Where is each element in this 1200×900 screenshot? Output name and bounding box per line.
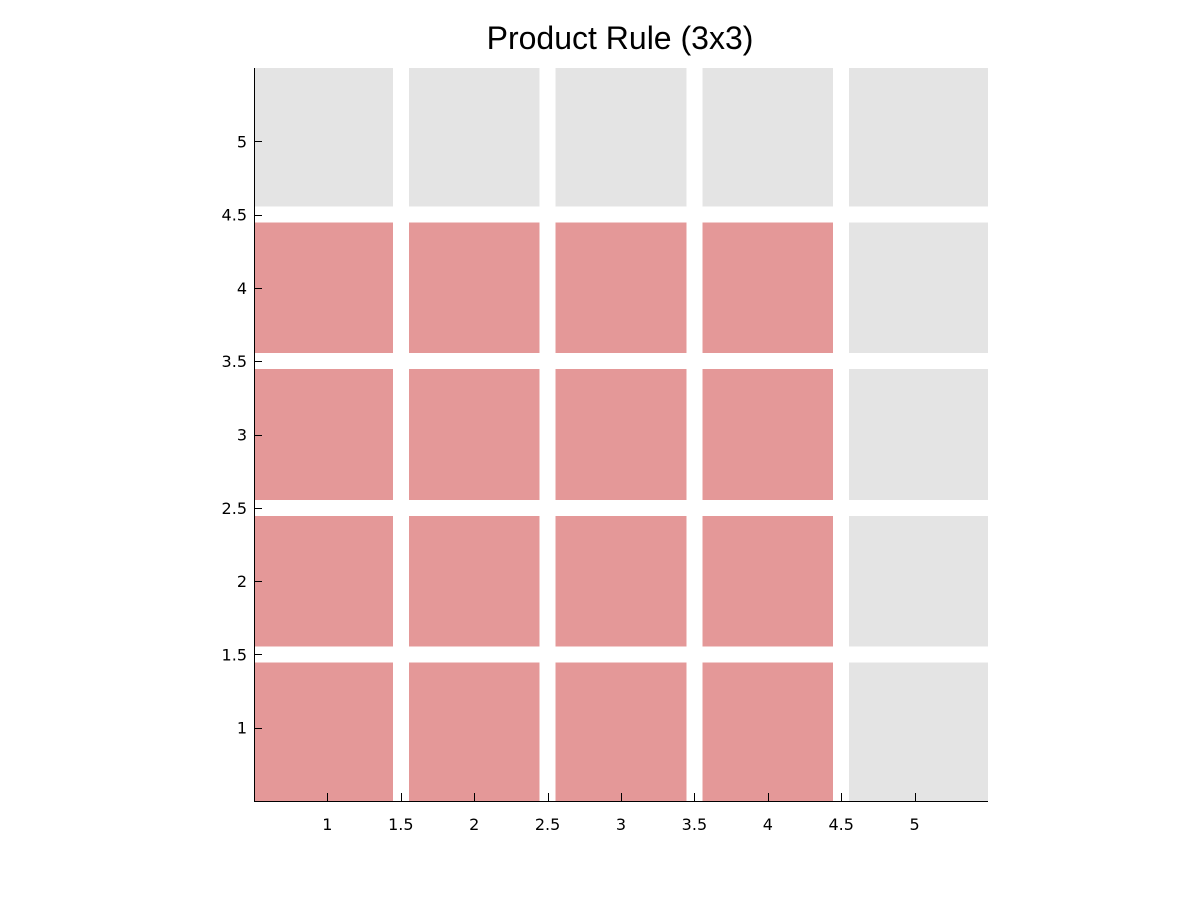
heatmap-cell-r2-c4 xyxy=(702,516,833,647)
heatmap-cell-r4-c2 xyxy=(409,223,540,354)
x-tick-label: 3.5 xyxy=(682,815,707,834)
heatmap-cell-r5-c5 xyxy=(849,68,988,207)
x-tick-label: 2.5 xyxy=(535,815,560,834)
y-tick-label: 4.5 xyxy=(222,206,247,225)
x-tick-label: 1 xyxy=(322,815,332,834)
y-tick-label: 4 xyxy=(237,279,247,298)
heatmap-cell-r1-c4 xyxy=(702,662,833,801)
heatmap-cell-r2-c5 xyxy=(849,516,988,647)
y-tick-label: 5 xyxy=(237,132,247,151)
heatmap-cell-r1-c3 xyxy=(556,662,687,801)
heatmap-cell-r5-c1 xyxy=(254,68,393,207)
x-tick-label: 5 xyxy=(910,815,920,834)
heatmap-cell-r4-c4 xyxy=(702,223,833,354)
heatmap-cell-r5-c3 xyxy=(556,68,687,207)
heatmap-cell-r4-c1 xyxy=(254,223,393,354)
heatmap-cell-r4-c5 xyxy=(849,223,988,354)
y-tick-label: 2 xyxy=(237,572,247,591)
heatmap-cell-r3-c4 xyxy=(702,369,833,500)
heatmap-cell-r1-c1 xyxy=(254,662,393,801)
y-tick-label: 1.5 xyxy=(222,645,247,664)
heatmap-cell-r2-c3 xyxy=(556,516,687,647)
y-tick-label: 3 xyxy=(237,426,247,445)
heatmap-cell-r3-c3 xyxy=(556,369,687,500)
heatmap-cell-r4-c3 xyxy=(556,223,687,354)
heatmap-cell-r5-c4 xyxy=(702,68,833,207)
y-tick-label: 1 xyxy=(237,719,247,738)
heatmap-cells xyxy=(254,68,988,801)
heatmap-cell-r2-c1 xyxy=(254,516,393,647)
chart-title: Product Rule (3x3) xyxy=(487,20,754,56)
y-tick-label: 3.5 xyxy=(222,352,247,371)
heatmap-cell-r3-c5 xyxy=(849,369,988,500)
heatmap-cell-r1-c2 xyxy=(409,662,540,801)
y-tick-label: 2.5 xyxy=(222,499,247,518)
x-tick-label: 4 xyxy=(763,815,773,834)
heatmap-cell-r3-c2 xyxy=(409,369,540,500)
x-tick-label: 1.5 xyxy=(388,815,413,834)
heatmap-cell-r1-c5 xyxy=(849,662,988,801)
heatmap-cell-r5-c2 xyxy=(409,68,540,207)
heatmap-cell-r3-c1 xyxy=(254,369,393,500)
heatmap-cell-r2-c2 xyxy=(409,516,540,647)
x-tick-label: 3 xyxy=(616,815,626,834)
x-tick-label: 4.5 xyxy=(828,815,853,834)
x-tick-label: 2 xyxy=(469,815,479,834)
